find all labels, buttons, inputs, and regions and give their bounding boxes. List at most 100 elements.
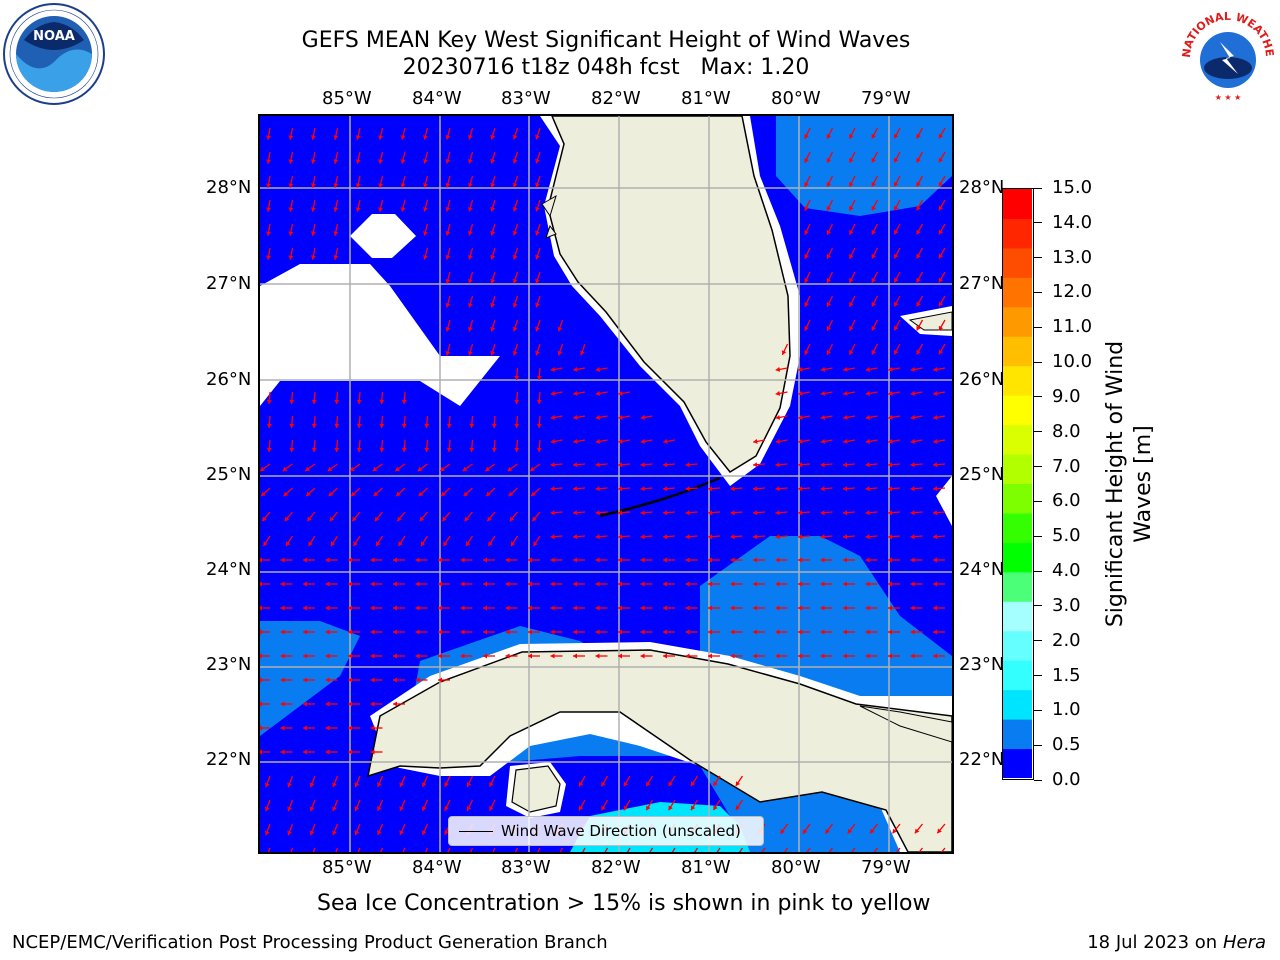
wind-arrow-head bbox=[849, 134, 854, 139]
wind-arrow-head bbox=[512, 254, 518, 260]
wind-arrow-head bbox=[775, 510, 780, 516]
wind-arrow-head bbox=[370, 653, 375, 659]
wind-arrow-head bbox=[287, 806, 292, 812]
wind-arrow-head bbox=[685, 486, 690, 492]
wind-arrow-head bbox=[730, 581, 735, 587]
wind-arrow-head bbox=[334, 423, 340, 428]
wind-arrow-head bbox=[843, 534, 848, 540]
wind-arrow-head bbox=[916, 253, 921, 259]
wind-arrow-head bbox=[894, 349, 899, 355]
wind-arrow-head bbox=[421, 782, 427, 787]
colorbar-band bbox=[1003, 689, 1032, 720]
wind-arrow-head bbox=[264, 782, 270, 788]
wind-arrow-head bbox=[266, 255, 271, 260]
wind-arrow-head bbox=[536, 399, 542, 404]
wind-arrow-head bbox=[843, 581, 847, 587]
wind-arrow-head bbox=[535, 278, 540, 284]
wind-arrow-head bbox=[753, 462, 758, 468]
colorbar-band bbox=[1003, 277, 1032, 308]
wind-arrow-head bbox=[933, 605, 937, 611]
wind-arrow-head bbox=[550, 462, 555, 468]
colorbar-tick-mark bbox=[1034, 570, 1042, 572]
lat-label: 22°N bbox=[206, 749, 252, 770]
wind-arrow-head bbox=[487, 516, 492, 522]
lat-label: 22°N bbox=[959, 749, 1005, 770]
wind-arrow-head bbox=[557, 350, 563, 356]
wind-arrow-head bbox=[916, 301, 921, 307]
wind-arrow-head bbox=[618, 557, 622, 563]
wind-arrow-head bbox=[668, 805, 673, 811]
wind-arrow-head bbox=[730, 605, 735, 611]
wind-arrow-head bbox=[595, 366, 601, 372]
wind-arrow-head bbox=[530, 466, 535, 471]
wind-arrow-head bbox=[370, 749, 375, 755]
wind-arrow-head bbox=[444, 830, 449, 835]
wind-arrow-head bbox=[871, 133, 876, 139]
wind-arrow-head bbox=[910, 629, 915, 635]
colorbar-tick-label: 14.0 bbox=[1052, 211, 1093, 233]
wind-arrow-head bbox=[378, 159, 384, 164]
wind-arrow-head bbox=[393, 581, 397, 587]
wind-arrow-head bbox=[595, 486, 600, 492]
wind-arrow bbox=[469, 847, 474, 852]
wind-arrow-head bbox=[466, 541, 471, 547]
wind-arrow-head bbox=[423, 231, 428, 236]
wind-arrow-head bbox=[865, 557, 870, 563]
wind-arrow-head bbox=[303, 701, 307, 707]
wind-arrow bbox=[424, 847, 429, 852]
wind-arrow-head bbox=[464, 516, 470, 522]
wind-arrow-head bbox=[505, 581, 510, 587]
wind-arrow-head bbox=[446, 447, 452, 452]
wind-arrow-head bbox=[888, 629, 892, 635]
wind-arrow-head bbox=[916, 349, 921, 355]
lat-label: 25°N bbox=[959, 464, 1005, 485]
wind-arrow-head bbox=[775, 629, 780, 635]
wind-arrow-head bbox=[280, 725, 285, 731]
wind-arrow-head bbox=[775, 366, 781, 372]
wind-arrow bbox=[335, 847, 339, 852]
wind-arrow-head bbox=[865, 534, 870, 540]
wind-arrow-head bbox=[309, 806, 315, 812]
wind-arrow-head bbox=[466, 806, 472, 811]
wind-arrow-head bbox=[735, 781, 741, 786]
wind-arrow-head bbox=[663, 462, 668, 468]
lon-label: 83°W bbox=[501, 857, 551, 878]
wind-arrow-head bbox=[445, 327, 451, 332]
wind-arrow-head bbox=[849, 230, 854, 235]
wind-arrow-head bbox=[820, 605, 825, 611]
wind-arrow-head bbox=[730, 486, 735, 492]
wind-arrow-head bbox=[263, 541, 268, 547]
wind-arrow-head bbox=[490, 350, 496, 356]
wind-arrow-head bbox=[514, 399, 520, 404]
wind-arrow-head bbox=[781, 350, 787, 355]
colorbar-tick-label: 15.0 bbox=[1052, 177, 1093, 198]
wind-arrow-head bbox=[910, 510, 915, 516]
wind-arrow-head bbox=[640, 653, 645, 659]
wind-arrow-head bbox=[871, 253, 876, 259]
wind-arrow-head bbox=[820, 462, 825, 468]
wind-arrow-head bbox=[798, 414, 803, 420]
wind-arrow-head bbox=[916, 277, 921, 283]
wind-arrow-head bbox=[803, 829, 808, 834]
colorbar-band bbox=[1003, 483, 1032, 514]
colorbar-tick-mark bbox=[1034, 466, 1042, 468]
wind-arrow-head bbox=[378, 183, 384, 188]
wind-arrow-head bbox=[370, 725, 375, 731]
colorbar-tick-mark bbox=[1034, 291, 1042, 293]
wind-arrow-head bbox=[490, 254, 496, 260]
wind-arrow-head bbox=[508, 491, 514, 497]
wind-arrow bbox=[940, 847, 946, 852]
wind-arrow-head bbox=[708, 653, 712, 659]
wind-arrow-head bbox=[467, 279, 473, 284]
wind-arrow-head bbox=[325, 701, 330, 707]
wind-arrow-head bbox=[400, 183, 406, 188]
map-panel[interactable] bbox=[258, 114, 954, 854]
wind-arrow-head bbox=[260, 629, 262, 635]
wind-arrow-head bbox=[663, 605, 667, 611]
wind-arrow-head bbox=[350, 466, 355, 471]
wind-arrow-head bbox=[462, 466, 468, 471]
wind-arrow-head bbox=[933, 366, 938, 372]
wind-arrow-head bbox=[601, 805, 606, 811]
wind-arrow-head bbox=[691, 781, 696, 787]
wind-arrow-head bbox=[260, 605, 262, 611]
